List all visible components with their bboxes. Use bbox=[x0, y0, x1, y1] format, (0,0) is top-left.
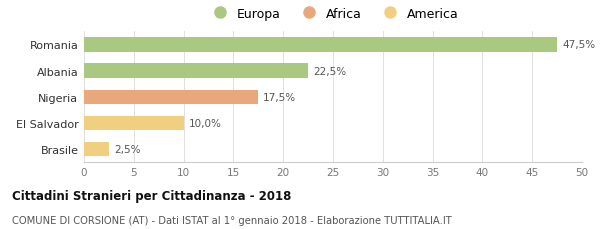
Bar bbox=[84, 90, 259, 104]
Bar bbox=[84, 142, 109, 157]
Text: COMUNE DI CORSIONE (AT) - Dati ISTAT al 1° gennaio 2018 - Elaborazione TUTTITALI: COMUNE DI CORSIONE (AT) - Dati ISTAT al … bbox=[12, 215, 452, 225]
Text: 2,5%: 2,5% bbox=[114, 144, 140, 155]
Bar bbox=[84, 38, 557, 52]
Text: 22,5%: 22,5% bbox=[313, 66, 346, 76]
Text: Cittadini Stranieri per Cittadinanza - 2018: Cittadini Stranieri per Cittadinanza - 2… bbox=[12, 189, 292, 202]
Legend: Europa, Africa, America: Europa, Africa, America bbox=[205, 5, 461, 23]
Text: 47,5%: 47,5% bbox=[562, 40, 595, 50]
Bar bbox=[84, 116, 184, 131]
Bar bbox=[84, 64, 308, 78]
Text: 17,5%: 17,5% bbox=[263, 92, 296, 102]
Text: 10,0%: 10,0% bbox=[188, 118, 221, 128]
